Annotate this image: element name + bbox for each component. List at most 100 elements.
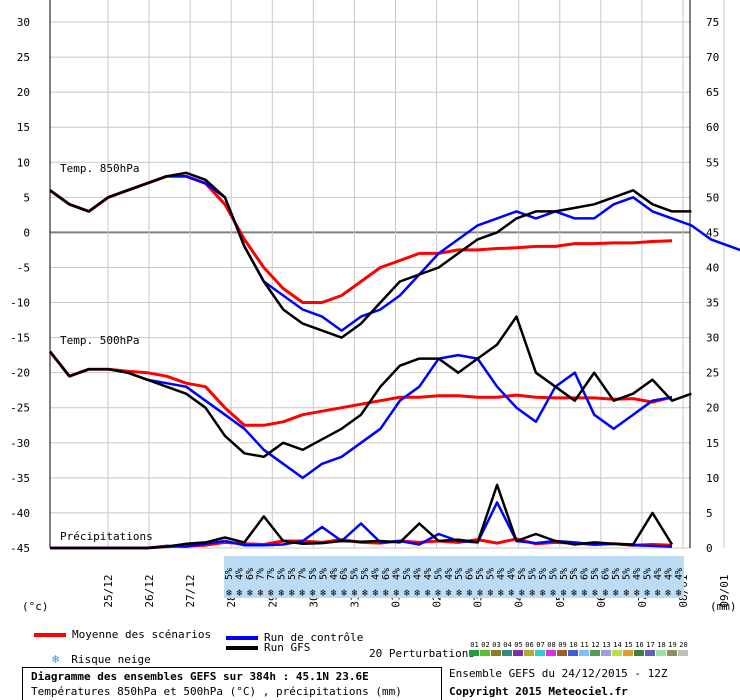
perturbation-swatch bbox=[667, 650, 677, 656]
perturbation-number: 10 bbox=[569, 641, 578, 649]
snow-risk-icon: ❄ bbox=[258, 588, 265, 599]
snow-risk-percent: 5% bbox=[527, 568, 538, 580]
snow-risk-icon: ❄ bbox=[498, 588, 505, 599]
right-tick-label: 65 bbox=[706, 86, 719, 99]
snow-risk-icon: ❄ bbox=[519, 588, 526, 599]
right-tick-label: 10 bbox=[706, 472, 719, 485]
snow-risk-percent: 5% bbox=[517, 568, 528, 580]
snow-risk-percent: 4% bbox=[235, 568, 246, 580]
snow-risk-icon: ❄ bbox=[644, 588, 651, 599]
snow-risk-icon: ❄ bbox=[571, 588, 578, 599]
snow-risk-icon: ❄ bbox=[446, 588, 453, 599]
perturbation-number: 07 bbox=[536, 641, 545, 649]
right-tick-label: 50 bbox=[706, 191, 719, 204]
perturbation-number: 20 bbox=[679, 641, 688, 649]
snow-risk-icon: ❄ bbox=[226, 588, 233, 599]
perturbation-swatch bbox=[656, 650, 666, 656]
right-tick-label: 45 bbox=[706, 226, 719, 239]
snow-risk-icon: ❄ bbox=[623, 588, 630, 599]
snow-risk-icon: ❄ bbox=[655, 588, 662, 599]
snow-risk-icon: ❄ bbox=[592, 588, 599, 599]
left-tick-label: 30 bbox=[17, 16, 30, 29]
snow-risk-percent: 4% bbox=[653, 568, 664, 580]
perturbation-swatch bbox=[480, 650, 490, 656]
perturbation-swatch bbox=[524, 650, 534, 656]
snow-risk-percent: 5% bbox=[486, 568, 497, 580]
snow-risk-percent: 5% bbox=[350, 568, 361, 580]
right-tick-label: 75 bbox=[706, 16, 719, 29]
snow-risk-percent: 4% bbox=[412, 568, 423, 580]
snow-risk-icon: ❄ bbox=[404, 588, 411, 599]
perturbation-number: 17 bbox=[646, 641, 655, 649]
legend-mean-label: Moyenne des scénarios bbox=[72, 628, 212, 641]
snow-risk-icon: ❄ bbox=[634, 588, 641, 599]
perturbation-swatch bbox=[546, 650, 556, 656]
snow-risk-icon: ❄ bbox=[613, 588, 620, 599]
left-axis-unit: (°c) bbox=[22, 600, 49, 613]
snow-risk-percent: 5% bbox=[277, 568, 288, 580]
snow-risk-percent: 6% bbox=[601, 568, 612, 580]
legend-mean: Moyenne des scénarios bbox=[34, 628, 211, 641]
snow-risk-percent: 7% bbox=[297, 568, 308, 580]
snow-risk-icon: ❄ bbox=[550, 588, 557, 599]
snow-risk-icon: ❄ bbox=[383, 588, 390, 599]
right-axis-unit: (mm) bbox=[710, 600, 737, 613]
legend-control: Run de contrôle bbox=[226, 631, 363, 644]
snow-risk-percent: 4% bbox=[663, 568, 674, 580]
snow-risk-percent: 4% bbox=[444, 568, 455, 580]
perturbation-number: 18 bbox=[657, 641, 666, 649]
snow-risk-icon: ❄ bbox=[362, 588, 369, 599]
gfs-t500-line bbox=[49, 315, 692, 459]
perturbation-swatch bbox=[469, 650, 479, 656]
snow-risk-percent: 6% bbox=[580, 568, 591, 580]
perturbation-swatch bbox=[601, 650, 611, 656]
perturbation-number: 06 bbox=[525, 641, 534, 649]
snow-risk-icon: ❄ bbox=[456, 588, 463, 599]
gfs-swatch bbox=[226, 645, 258, 650]
snow-risk-percent: 4% bbox=[423, 568, 434, 580]
snow-risk-percent: 5% bbox=[559, 568, 570, 580]
left-tick-label: 20 bbox=[17, 86, 30, 99]
snow-risk-icon: ❄ bbox=[278, 588, 285, 599]
left-tick-label: -25 bbox=[10, 402, 30, 415]
snow-risk-percent: 4% bbox=[674, 568, 685, 580]
snow-risk-percent: 5% bbox=[548, 568, 559, 580]
right-tick-label: 20 bbox=[706, 402, 719, 415]
left-tick-label: 5 bbox=[23, 191, 30, 204]
date-tick-label: 27/12 bbox=[184, 574, 197, 607]
snow-risk-percent: 7% bbox=[266, 568, 277, 580]
perturbation-swatch bbox=[590, 650, 600, 656]
perturbation-swatch bbox=[623, 650, 633, 656]
left-tick-label: -40 bbox=[10, 507, 30, 520]
perturbation-number: 12 bbox=[591, 641, 600, 649]
snow-risk-percent: 5% bbox=[622, 568, 633, 580]
left-tick-label: -35 bbox=[10, 472, 30, 485]
left-tick-label: -10 bbox=[10, 297, 30, 310]
control-swatch bbox=[226, 635, 258, 640]
right-tick-label: 5 bbox=[706, 507, 713, 520]
perturbation-number: 14 bbox=[613, 641, 622, 649]
perturbation-number: 04 bbox=[503, 641, 512, 649]
perturbation-swatch bbox=[579, 650, 589, 656]
left-tick-label: -15 bbox=[10, 332, 30, 345]
date-tick-label: 09/01 bbox=[718, 574, 731, 607]
snow-risk-icon: ❄ bbox=[331, 588, 338, 599]
perturbation-number: 15 bbox=[624, 641, 633, 649]
snow-risk-percent: 6% bbox=[381, 568, 392, 580]
date-tick-label: 25/12 bbox=[102, 574, 115, 607]
snow-risk-percent: 4% bbox=[392, 568, 403, 580]
snow-risk-percent: 5% bbox=[402, 568, 413, 580]
right-tick-label: 30 bbox=[706, 332, 719, 345]
snow-risk-icon: ❄ bbox=[414, 588, 421, 599]
legend: Moyenne des scénarios Run de contrôle Ru… bbox=[0, 622, 740, 700]
snow-risk-percent: 5% bbox=[569, 568, 580, 580]
perturbation-swatch bbox=[502, 650, 512, 656]
label-temp-850: Temp. 850hPa bbox=[60, 162, 139, 175]
snow-risk-icon: ❄ bbox=[237, 588, 244, 599]
left-tick-label: 0 bbox=[23, 226, 30, 239]
date-tick-label: 26/12 bbox=[143, 574, 156, 607]
perturbations-label: 20 Perturbations bbox=[369, 647, 475, 660]
snow-risk-percent: 5% bbox=[360, 568, 371, 580]
perturbation-swatch bbox=[612, 650, 622, 656]
